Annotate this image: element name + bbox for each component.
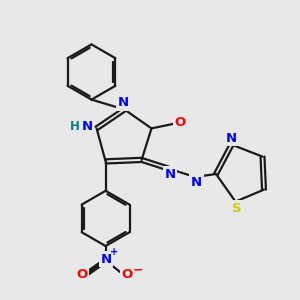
Text: H: H: [70, 120, 80, 134]
Text: O: O: [76, 268, 87, 281]
Text: −: −: [133, 263, 143, 277]
Text: N: N: [100, 253, 112, 266]
Text: O: O: [122, 268, 133, 281]
Text: +: +: [110, 247, 118, 257]
Text: N: N: [226, 131, 237, 145]
Text: N: N: [191, 176, 202, 189]
Text: N: N: [164, 167, 176, 181]
Text: N: N: [81, 120, 93, 134]
Text: O: O: [174, 116, 186, 129]
Text: N: N: [117, 96, 129, 110]
Text: S: S: [232, 202, 242, 215]
